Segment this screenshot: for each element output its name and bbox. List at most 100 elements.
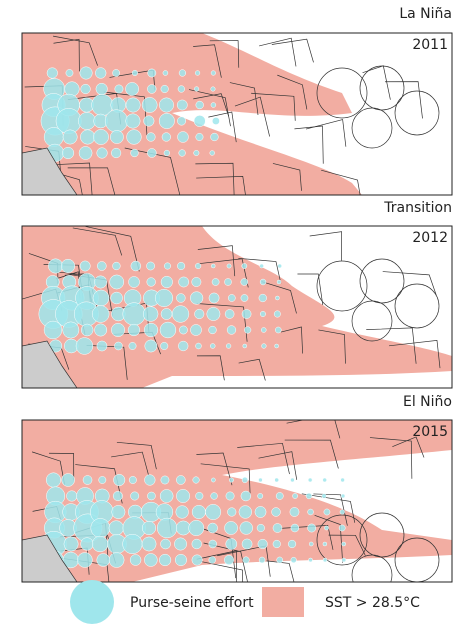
panel-phase: La Niña (399, 6, 452, 22)
effort-circle (174, 537, 187, 551)
effort-circle (174, 553, 187, 567)
effort-circle (130, 148, 139, 158)
effort-circle (276, 279, 282, 285)
effort-circle (193, 150, 200, 156)
effort-circle (159, 97, 174, 113)
boundary (389, 339, 441, 369)
effort-circle (79, 66, 93, 80)
effort-circle (307, 508, 314, 516)
effort-circle (208, 292, 220, 304)
effort-circle (191, 505, 206, 519)
effort-circle (160, 275, 173, 289)
effort-circle (191, 538, 202, 550)
effort-circle (96, 147, 108, 159)
effort-circle (110, 291, 123, 305)
panel-year: 2015 (412, 424, 448, 440)
effort-circle (241, 476, 248, 484)
effort-circle (112, 491, 123, 501)
effort-circle (80, 129, 96, 145)
effort-circle (111, 505, 126, 519)
boundary (382, 271, 437, 296)
boundary (277, 74, 308, 110)
boundary (321, 169, 361, 195)
effort-circle (155, 289, 173, 307)
boundary (318, 329, 346, 364)
effort-circle (191, 277, 202, 287)
effort-circle (321, 493, 327, 499)
effort-circle (113, 473, 126, 487)
effort-circle (130, 260, 142, 272)
effort-circle (62, 146, 75, 160)
panel-phase: El Niño (403, 394, 452, 410)
effort-circle (114, 84, 124, 94)
boundary-circle (351, 300, 393, 342)
boundary (49, 452, 75, 481)
boundary (261, 281, 297, 314)
effort-circle (241, 538, 253, 550)
effort-circle (96, 261, 107, 271)
effort-circle (240, 278, 249, 286)
effort-circle (193, 115, 206, 127)
boundary (234, 96, 270, 137)
effort-circle (141, 520, 157, 536)
effort-circle (224, 278, 232, 286)
effort-circle (238, 505, 252, 519)
effort-circle (162, 70, 169, 76)
legend-sst-swatch (262, 587, 304, 617)
effort-circle (77, 552, 93, 568)
effort-circle (176, 475, 186, 485)
effort-circle (322, 557, 328, 563)
effort-circle (259, 278, 267, 286)
boundary (237, 442, 290, 475)
effort-circle (147, 68, 157, 78)
effort-circle (308, 541, 314, 547)
boundary (284, 439, 339, 469)
effort-circle (63, 536, 79, 552)
effort-circle (338, 524, 346, 532)
effort-circle (272, 523, 283, 533)
effort-circle (244, 326, 252, 334)
legend-effort-label: Purse-seine effort (130, 595, 254, 611)
effort-circle (228, 477, 234, 483)
effort-circle (177, 131, 189, 143)
boundary (266, 560, 295, 582)
effort-circle (240, 490, 252, 502)
effort-circle (178, 276, 190, 288)
boundary (124, 147, 181, 195)
boundary (209, 40, 240, 68)
effort-circle (206, 307, 221, 321)
effort-circle (272, 539, 281, 549)
effort-circle (258, 477, 263, 483)
boundary (238, 358, 266, 381)
effort-circle (62, 321, 80, 339)
effort-circle (292, 493, 298, 499)
boundary (200, 561, 244, 582)
boundary (116, 441, 157, 470)
effort-circle (257, 493, 264, 499)
panel-year: 2011 (412, 37, 448, 53)
effort-circle (211, 477, 216, 483)
boundary-circle (394, 90, 440, 136)
map-panel: 2012 (21, 225, 453, 389)
effort-circle (210, 102, 217, 108)
effort-circle (142, 306, 159, 322)
effort-circle (160, 475, 170, 485)
effort-circle (46, 67, 58, 79)
effort-circle (194, 308, 205, 320)
effort-circle (141, 536, 157, 552)
effort-circle (78, 146, 93, 160)
effort-circle (48, 258, 64, 274)
effort-circle (160, 84, 169, 94)
effort-circle (239, 521, 253, 535)
boundary-circle (359, 65, 405, 111)
effort-circle (66, 490, 78, 502)
effort-circle (271, 507, 281, 517)
effort-circle (79, 260, 91, 272)
effort-circle (290, 523, 300, 533)
effort-circle (176, 489, 190, 503)
effort-circle (143, 322, 159, 338)
boundary (193, 44, 222, 78)
effort-circle (129, 554, 142, 566)
effort-circle (95, 82, 108, 96)
effort-circle (98, 476, 107, 484)
